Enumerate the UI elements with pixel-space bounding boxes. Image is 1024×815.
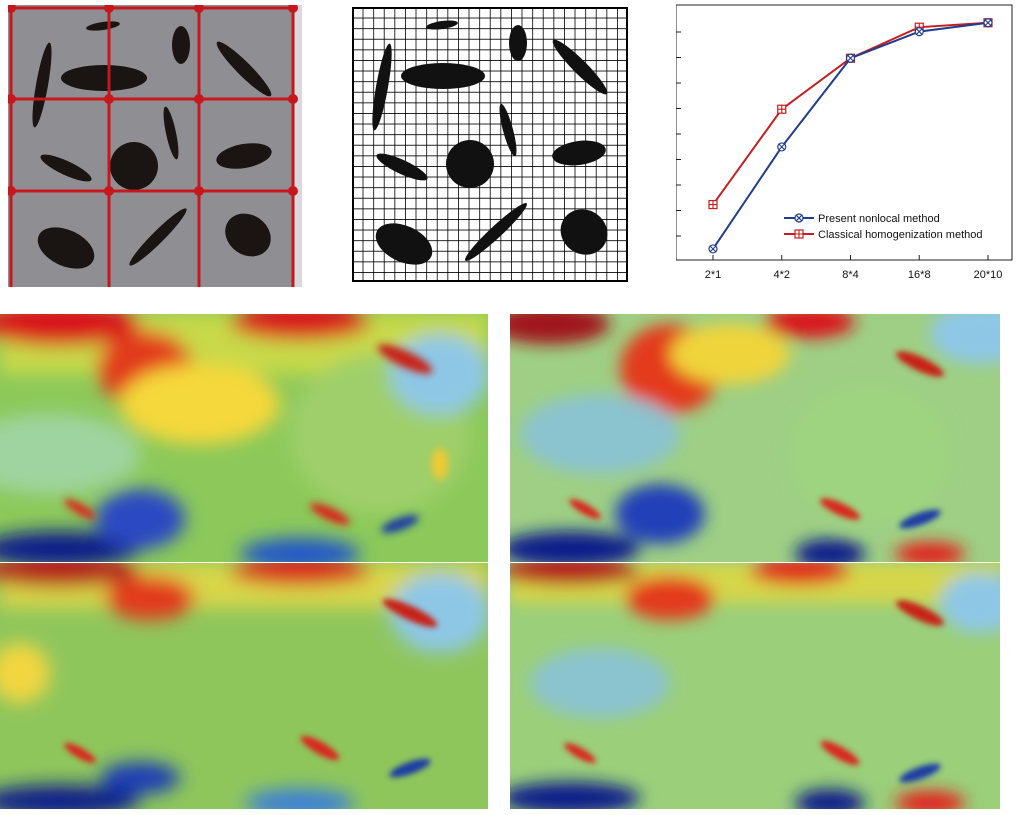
x-tick-label: 16*8	[908, 269, 931, 281]
x-axis-ticks: 2*1 4*2 8*4 16*8 20*10	[705, 255, 1003, 281]
point-present	[777, 142, 787, 152]
inclusion	[225, 213, 271, 257]
legend-label-present: Present nonlocal method	[818, 213, 940, 225]
inclusion	[426, 20, 458, 30]
legend-marker-blue	[794, 213, 804, 223]
inclusion	[465, 203, 527, 261]
convergence-chart: 2*1 4*2 8*4 16*8 20*10 Present nonlocal meth…	[676, 4, 1013, 281]
inclusion	[560, 209, 608, 255]
field-plot-4-image	[510, 563, 1000, 809]
x-tick-label: 4*2	[773, 269, 790, 281]
point-present	[845, 53, 856, 63]
series-layer	[708, 18, 993, 254]
inclusion	[110, 142, 158, 190]
series-line-classical	[712, 21, 989, 206]
y-axis-ticks	[676, 31, 681, 237]
field-plot-3	[0, 563, 488, 809]
inclusion	[552, 140, 606, 166]
field-plot-3-image	[0, 563, 488, 809]
inclusion	[37, 227, 95, 269]
inclusion	[163, 106, 179, 160]
field-plot-2	[510, 314, 1000, 562]
inclusions	[32, 21, 272, 269]
inclusion	[446, 140, 494, 188]
grid-model-figure	[8, 5, 302, 287]
point-present	[914, 27, 924, 37]
field-plot-2-image	[510, 314, 1000, 562]
point-classical	[708, 199, 718, 210]
inclusion	[40, 154, 92, 182]
inclusion	[216, 143, 272, 169]
field-plot-1	[0, 314, 488, 562]
field-plot-1-image	[0, 314, 488, 562]
matrix-edge	[294, 5, 302, 287]
fine-mesh-figure	[352, 7, 628, 282]
inclusion	[375, 223, 433, 265]
grid-lines	[9, 6, 295, 287]
grid-nodes	[8, 5, 298, 196]
inclusion	[509, 25, 527, 61]
mesh-inclusions	[372, 20, 608, 265]
x-tick-label: 20*10	[974, 269, 1003, 281]
inclusion	[61, 65, 147, 91]
inclusion	[372, 43, 392, 131]
point-present	[983, 18, 993, 28]
inclusion	[86, 21, 120, 31]
legend-marker-red	[794, 229, 804, 239]
inclusion	[499, 103, 517, 157]
inclusion	[216, 41, 272, 97]
convergence-chart-panel: 2*1 4*2 8*4 16*8 20*10 Present nonlocal meth…	[676, 2, 1016, 290]
inclusion	[172, 26, 190, 64]
inclusion	[32, 42, 52, 128]
chart-legend: Present nonlocal method Classical homoge…	[784, 213, 982, 241]
grid-model-panel	[8, 5, 302, 287]
point-classical	[777, 104, 787, 114]
inclusion	[401, 63, 485, 89]
x-tick-label: 2*1	[705, 269, 722, 281]
fine-mesh-panel	[352, 7, 628, 282]
inclusion	[129, 208, 187, 266]
field-plot-4	[510, 563, 1000, 809]
legend-label-classical: Classical homogenization method	[818, 229, 982, 241]
plot-frame	[676, 4, 1013, 261]
point-present	[708, 244, 718, 254]
inclusion	[552, 39, 608, 95]
inclusion	[376, 153, 428, 181]
x-tick-label: 8*4	[842, 269, 859, 281]
